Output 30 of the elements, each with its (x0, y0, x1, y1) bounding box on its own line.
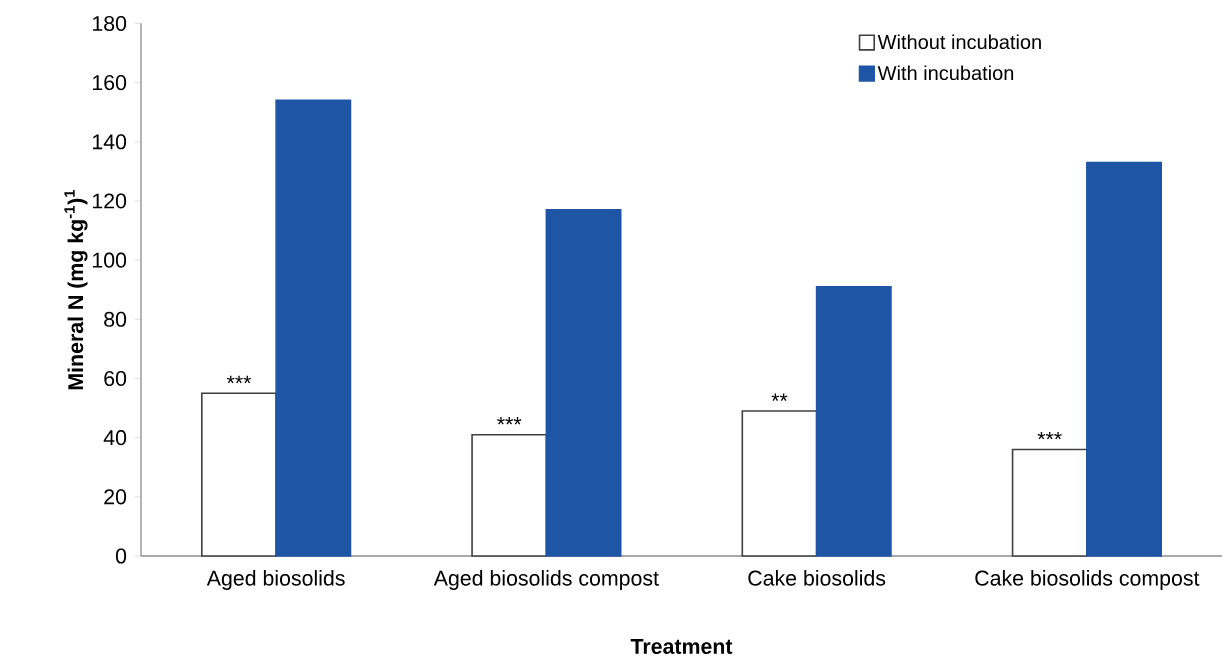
bar (815, 285, 892, 557)
x-tick-label: Aged biosolids (206, 570, 345, 590)
y-tick-label: 60 (104, 370, 127, 387)
annotation: ** (771, 393, 788, 401)
bar (545, 209, 622, 557)
annotation: *** (1037, 431, 1062, 440)
x-tick-label: Aged biosolids compost (433, 570, 659, 590)
y-tick-label: 80 (104, 311, 127, 327)
y-tick-label: 120 (93, 193, 127, 209)
annotation: *** (226, 375, 252, 384)
bar (1086, 161, 1163, 557)
y-tick-label: 180 (93, 15, 127, 32)
legend-label: With incubation (877, 65, 1014, 81)
x-tick-label: Cake biosolids (748, 570, 886, 586)
bar (1011, 448, 1088, 557)
x-axis-title: Treatment (630, 639, 733, 654)
x-tick-label: Cake biosolids compost (975, 570, 1200, 590)
bar (275, 99, 352, 557)
bar (741, 410, 818, 557)
y-tick-label: 20 (104, 489, 127, 505)
legend-label: Without incubation (877, 34, 1041, 50)
y-tick-label: 160 (93, 75, 127, 91)
annotation: *** (497, 417, 522, 425)
y-tick-label: 40 (103, 430, 127, 446)
y-tick-label: 0 (115, 548, 127, 564)
bar (201, 392, 277, 557)
text: Mineral N (mg kg$^{-1}$)$^{1}$ (64, 189, 88, 390)
y-tick-label: 100 (93, 252, 127, 268)
y-tick-label: 140 (93, 134, 127, 150)
bar (471, 433, 548, 557)
